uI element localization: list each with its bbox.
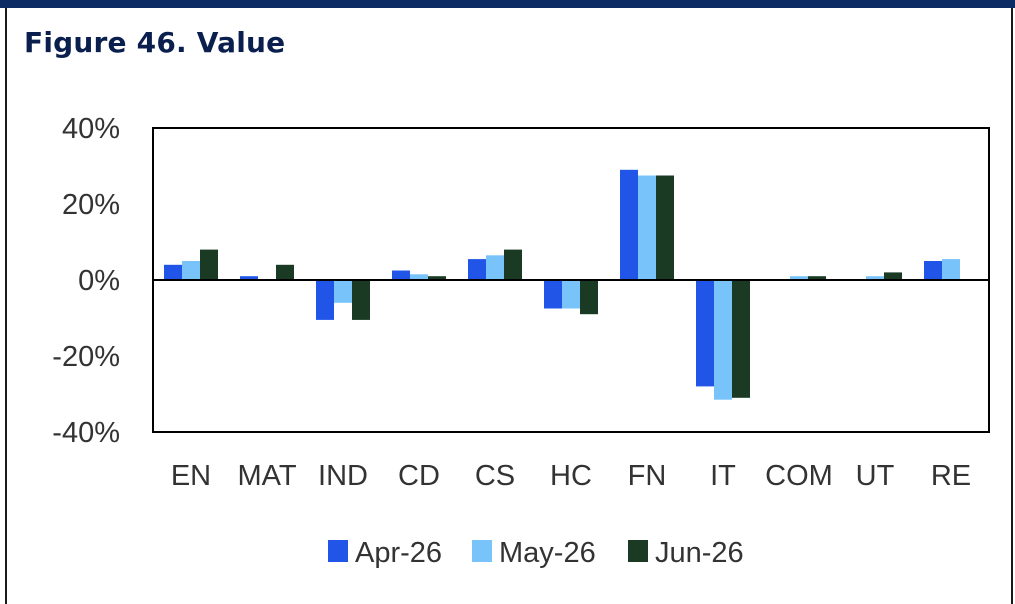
legend-label-apr-26: Apr-26 xyxy=(355,537,442,569)
bar-com-jun-26 xyxy=(808,276,826,280)
bar-re-apr-26 xyxy=(924,261,942,280)
x-tick-label: CD xyxy=(398,460,440,492)
bar-hc-jun-26 xyxy=(580,280,598,315)
bar-fn-apr-26 xyxy=(620,169,638,280)
figure-title: Figure 46. Value xyxy=(24,26,286,59)
bar-cs-jun-26 xyxy=(504,249,522,280)
bar-ind-may-26 xyxy=(334,280,352,303)
right-border xyxy=(1011,8,1013,604)
legend: Apr-26 May-26 Jun-26 xyxy=(328,537,744,569)
bar-mat-apr-26 xyxy=(240,276,258,280)
legend-label-jun-26: Jun-26 xyxy=(655,537,744,569)
y-tick-label: -40% xyxy=(52,417,120,449)
bar-fn-may-26 xyxy=(638,175,656,280)
x-tick-label: FN xyxy=(628,460,667,492)
x-tick-label: RE xyxy=(931,460,971,492)
x-tick-label: COM xyxy=(765,460,833,492)
y-tick-label: 40% xyxy=(62,113,120,145)
bar-com-may-26 xyxy=(790,276,808,280)
bar-ind-apr-26 xyxy=(316,280,334,320)
y-tick-label: 0% xyxy=(78,265,120,297)
bar-cs-apr-26 xyxy=(468,259,486,280)
bar-it-apr-26 xyxy=(696,280,714,387)
x-tick-label: UT xyxy=(856,460,895,492)
bar-hc-apr-26 xyxy=(544,280,562,309)
bar-cs-may-26 xyxy=(486,255,504,280)
legend-swatch-apr-26 xyxy=(328,540,348,562)
x-tick-label: IND xyxy=(318,460,368,492)
top-accent-bar xyxy=(0,0,1015,8)
bar-it-may-26 xyxy=(714,280,732,400)
bar-fn-jun-26 xyxy=(656,175,674,280)
bar-ut-may-26 xyxy=(866,276,884,280)
bar-ut-jun-26 xyxy=(884,272,902,280)
bar-ind-jun-26 xyxy=(352,280,370,320)
bar-cd-may-26 xyxy=(410,274,428,280)
bar-mat-jun-26 xyxy=(276,264,294,280)
bar-re-may-26 xyxy=(942,259,960,280)
y-tick-label: -20% xyxy=(52,341,120,373)
bar-en-jun-26 xyxy=(200,249,218,280)
bar-cd-apr-26 xyxy=(392,270,410,280)
legend-swatch-may-26 xyxy=(472,540,492,562)
legend-label-may-26: May-26 xyxy=(499,537,596,569)
legend-swatch-jun-26 xyxy=(628,540,648,562)
y-tick-label: 20% xyxy=(62,189,120,221)
x-tick-label: CS xyxy=(475,460,515,492)
x-tick-label: EN xyxy=(171,460,211,492)
bar-it-jun-26 xyxy=(732,280,750,398)
bar-en-apr-26 xyxy=(164,264,182,280)
bar-hc-may-26 xyxy=(562,280,580,309)
x-tick-label: MAT xyxy=(237,460,296,492)
left-border xyxy=(5,8,7,604)
bar-cd-jun-26 xyxy=(428,276,446,280)
bar-en-may-26 xyxy=(182,261,200,280)
x-tick-label: IT xyxy=(710,460,736,492)
x-tick-label: HC xyxy=(550,460,592,492)
